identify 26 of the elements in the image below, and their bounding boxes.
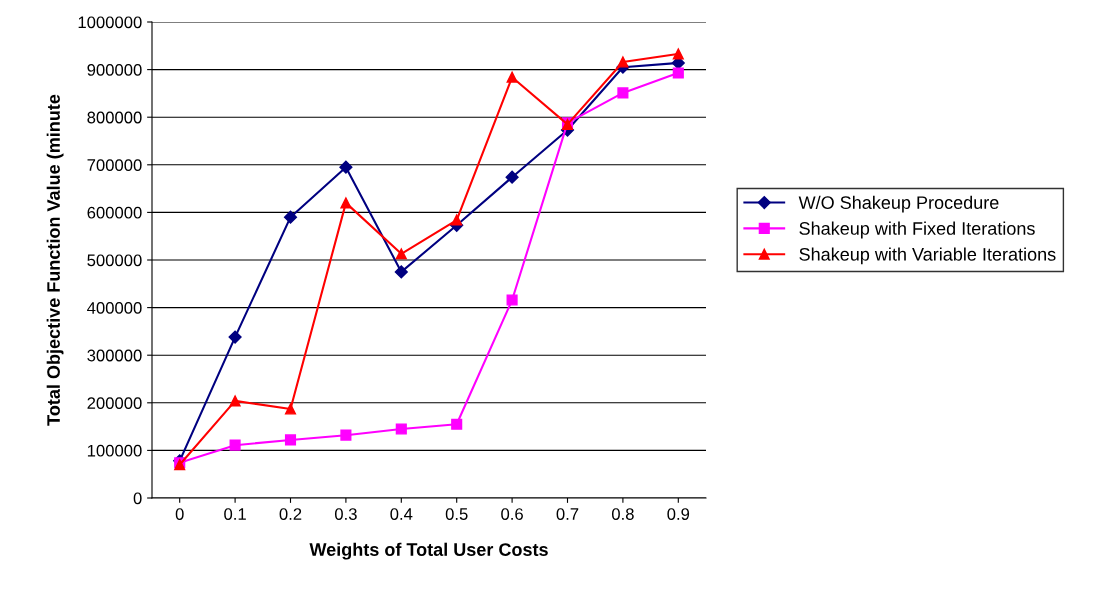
legend-label: Shakeup with Variable Iterations [799, 247, 1056, 265]
y-tick-label: 300000 [87, 349, 142, 362]
x-tick-label: 0.4 [390, 508, 413, 520]
y-tick-label: 200000 [87, 397, 142, 409]
y-tick-label: 1000000 [78, 16, 142, 29]
legend-label: Shakeup with Fixed Iterations [799, 221, 1035, 239]
y-tick-label: 700000 [87, 159, 142, 171]
x-tick-label: 0.7 [556, 508, 579, 520]
y-tick-label: 100000 [87, 444, 142, 457]
y-tick-label: 800000 [87, 111, 142, 124]
x-tick-label: 0.8 [611, 508, 634, 520]
x-tick-label: 0.3 [334, 508, 357, 520]
y-tick-label: 0 [133, 492, 142, 505]
x-tick-label: 0.9 [667, 508, 690, 520]
x-axis-title: Weights of Total User Costs [309, 542, 548, 560]
x-tick-label: 0.6 [501, 508, 523, 520]
x-tick-label: 0.5 [445, 508, 468, 520]
x-tick-label: 0 [175, 508, 184, 520]
x-tick-label: 0.1 [224, 508, 246, 520]
y-tick-label: 400000 [87, 302, 142, 314]
y-tick-label: 900000 [87, 64, 142, 76]
y-axis-title: Total Objective Function Value (minute [46, 94, 64, 426]
y-tick-label: 500000 [87, 254, 142, 267]
y-tick-label: 600000 [87, 206, 142, 219]
x-tick-label: 0.2 [279, 508, 302, 520]
legend-label: W/O Shakeup Procedure [798, 195, 999, 213]
